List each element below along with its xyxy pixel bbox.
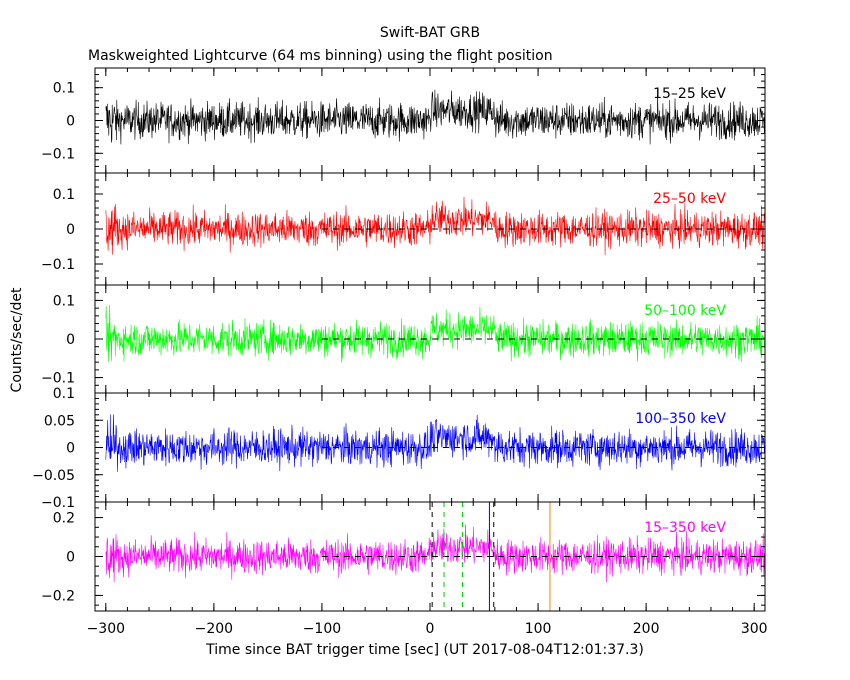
y-tick-label: 0.1 — [53, 81, 75, 97]
lightcurve-series — [105, 89, 765, 145]
panel-2: −0.1 0 0.1 25–50 keV — [41, 172, 766, 286]
lightcurve-series — [105, 414, 765, 472]
x-tick-label: −200 — [195, 621, 233, 637]
y-tick-label: 0.1 — [53, 187, 75, 203]
energy-band-label: 15–350 keV — [644, 520, 726, 536]
y-tick-label: 0 — [66, 114, 75, 130]
y-tick-label: 0 — [66, 222, 75, 238]
lightcurve-series — [105, 524, 765, 583]
y-tick-label: −0.1 — [41, 495, 75, 511]
x-tick-label: 0 — [426, 621, 435, 637]
panels-group: −0.1 0 0.1 15–25 keV −0.1 0 0.1 25–50 keV −0.1 0 0… — [32, 67, 768, 637]
panel-5: −0.2 0 0.2 15–350 keV — [41, 501, 766, 612]
x-tick-label: 100 — [525, 621, 552, 637]
y-tick-label: −0.1 — [41, 371, 75, 387]
energy-band-label: 25–50 keV — [653, 191, 726, 207]
energy-band-label: 15–25 keV — [653, 86, 726, 102]
y-tick-label: 0 — [66, 550, 75, 566]
x-tick-label: 200 — [633, 621, 660, 637]
y-tick-label: −0.05 — [32, 468, 75, 484]
y-tick-label: −0.1 — [41, 257, 75, 273]
panel-1: −0.1 0 0.1 15–25 keV — [41, 67, 766, 174]
lightcurve-series — [105, 305, 765, 363]
panel-3: −0.1 0 0.1 50–100 keV — [41, 284, 766, 394]
y-tick-label: 0.05 — [44, 413, 75, 429]
y-tick-label: −0.2 — [41, 588, 75, 604]
x-tick-label: 300 — [741, 621, 768, 637]
lightcurve-series — [105, 196, 765, 256]
figure-title: Swift-BAT GRB — [380, 25, 480, 41]
y-tick-label: 0 — [66, 441, 75, 457]
y-tick-label: −0.1 — [41, 146, 75, 162]
x-tick-label: −100 — [303, 621, 341, 637]
figure-subtitle: Maskweighted Lightcurve (64 ms binning) … — [88, 48, 553, 64]
y-tick-label: 0.2 — [53, 511, 75, 527]
y-tick-label: 0 — [66, 332, 75, 348]
y-tick-label: 0.1 — [53, 386, 75, 402]
energy-band-label: 50–100 keV — [644, 303, 726, 319]
x-axis-label: Time since BAT trigger time [sec] (UT 20… — [205, 642, 644, 658]
y-axis-label: Counts/sec/det — [9, 287, 25, 392]
y-tick-label: 0.1 — [53, 293, 75, 309]
panel-4: −0.1 −0.05 0 0.05 0.1 100–350 keV — [32, 386, 766, 511]
x-tick-label: −300 — [87, 621, 125, 637]
energy-band-label: 100–350 keV — [635, 411, 726, 427]
